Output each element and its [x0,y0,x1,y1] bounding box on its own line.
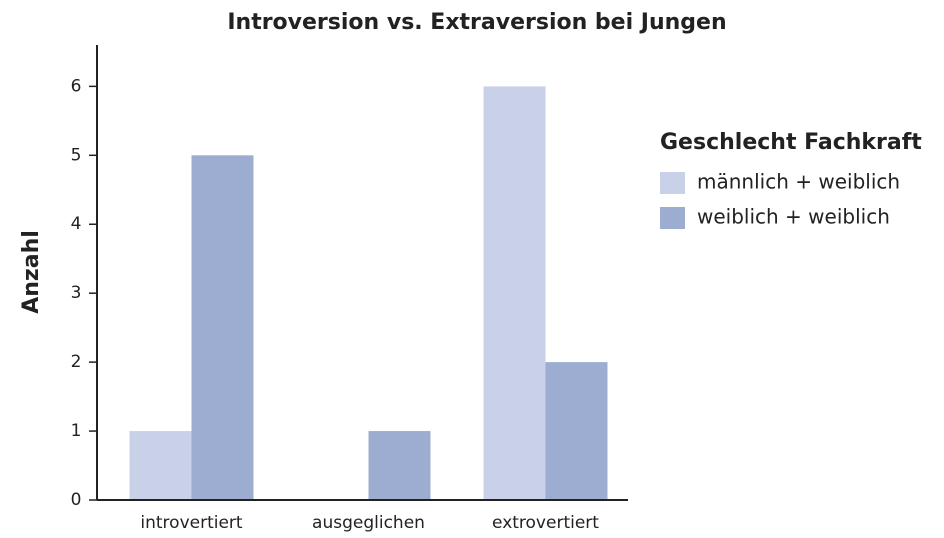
legend-swatch [660,207,685,229]
x-tick-label: extrovertiert [492,513,599,533]
bar [129,431,192,500]
legend-title: Geschlecht Fachkraft [660,130,922,155]
y-tick-label: 2 [71,352,82,372]
x-tick-label: ausgeglichen [312,513,425,533]
y-tick-label: 1 [71,421,82,441]
y-tick-label: 0 [71,490,82,510]
x-tick-label: introvertiert [140,513,243,533]
chart-title: Introversion vs. Extraversion bei Jungen [227,10,726,35]
y-tick-label: 5 [71,145,82,165]
legend-label: weiblich + weiblich [697,205,890,229]
y-tick-label: 4 [71,214,82,234]
y-tick-label: 6 [71,76,82,96]
bar [191,155,254,500]
legend-label: männlich + weiblich [697,170,900,194]
bar [483,86,546,500]
bar [545,362,608,500]
legend-swatch [660,172,685,194]
y-axis-label: Anzahl [19,230,44,314]
bar [368,431,431,500]
y-tick-label: 3 [71,283,82,303]
